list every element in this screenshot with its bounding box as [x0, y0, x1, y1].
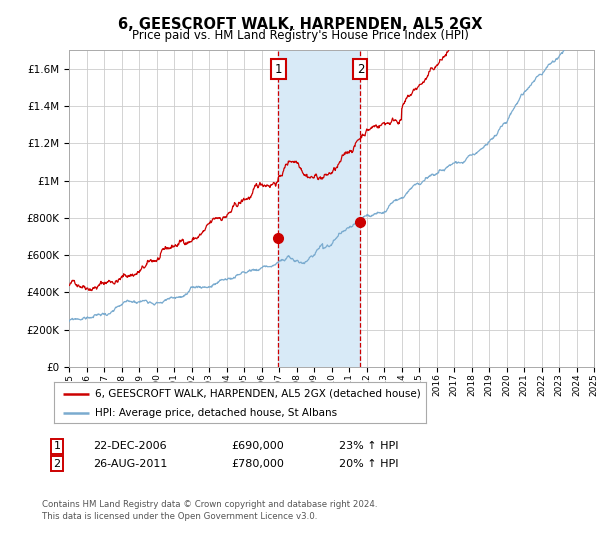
Text: HPI: Average price, detached house, St Albans: HPI: Average price, detached house, St A…: [95, 408, 337, 418]
Text: 1: 1: [275, 63, 282, 76]
Text: 20% ↑ HPI: 20% ↑ HPI: [339, 459, 398, 469]
Text: 6, GEESCROFT WALK, HARPENDEN, AL5 2GX: 6, GEESCROFT WALK, HARPENDEN, AL5 2GX: [118, 17, 482, 31]
Text: Price paid vs. HM Land Registry's House Price Index (HPI): Price paid vs. HM Land Registry's House …: [131, 29, 469, 42]
Text: 2: 2: [356, 63, 364, 76]
Text: Contains HM Land Registry data © Crown copyright and database right 2024.
This d: Contains HM Land Registry data © Crown c…: [42, 500, 377, 521]
Bar: [278, 50, 361, 367]
Text: 22-DEC-2006: 22-DEC-2006: [93, 441, 167, 451]
Text: 2: 2: [53, 459, 61, 469]
Text: 26-AUG-2011: 26-AUG-2011: [93, 459, 167, 469]
Text: £690,000: £690,000: [231, 441, 284, 451]
Text: 23% ↑ HPI: 23% ↑ HPI: [339, 441, 398, 451]
Text: £780,000: £780,000: [231, 459, 284, 469]
Text: 6, GEESCROFT WALK, HARPENDEN, AL5 2GX (detached house): 6, GEESCROFT WALK, HARPENDEN, AL5 2GX (d…: [95, 389, 421, 399]
Text: 1: 1: [53, 441, 61, 451]
